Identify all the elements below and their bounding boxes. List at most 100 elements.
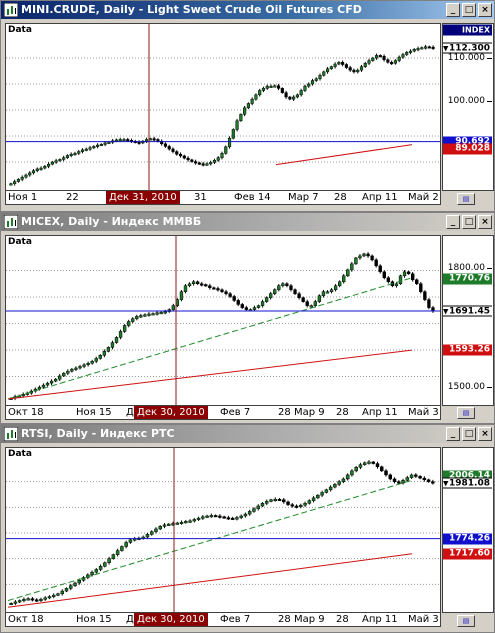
candle-body-68 [285, 283, 289, 286]
maximize-button[interactable]: □ [462, 3, 476, 17]
candle-body-26 [114, 337, 119, 343]
candle-body-38 [171, 523, 175, 526]
candle-body-70 [307, 500, 312, 504]
candle-body-43 [192, 519, 197, 522]
candle-body-28 [122, 325, 127, 332]
candle-body-53 [235, 517, 239, 520]
candle-body-20 [84, 148, 88, 151]
candle-body-58 [227, 137, 232, 148]
candle-body-46 [205, 515, 209, 518]
candle-body-99 [382, 56, 386, 60]
price-axis[interactable]: 1800.00 1500.00 1770.76 1691.45 1593.26 [442, 235, 494, 406]
window-title-bar[interactable]: MINI.CRUDE, Daily - Light Sweet Crude Oi… [1, 1, 494, 19]
close-button[interactable]: × [478, 215, 492, 229]
candle-body-55 [243, 513, 248, 517]
candle-body-36 [162, 524, 167, 527]
candle-body-57 [224, 146, 228, 154]
candle-body-49 [208, 285, 212, 288]
price-tick-label: 1800.00 [447, 262, 493, 273]
candle-body-85 [354, 257, 358, 265]
window-title-bar[interactable]: MICEX, Daily - Индекс ММВБ _ □ × [1, 213, 494, 231]
candle-body-28 [128, 539, 133, 543]
data-label: Data [8, 449, 32, 459]
candle-body-63 [246, 103, 250, 109]
chart-settings-button[interactable]: ▤ [457, 407, 475, 419]
time-tick-label: 31 [194, 192, 207, 203]
candle-body-35 [151, 313, 155, 316]
candle-body-80 [310, 80, 315, 85]
window-title-bar[interactable]: RTSI, Daily - Индекс РТС _ □ × [1, 425, 494, 443]
candle-body-26 [107, 141, 111, 144]
price-marker-cur: 1981.08 [443, 477, 492, 489]
candle-body-26 [120, 546, 124, 551]
candle-body-88 [341, 62, 345, 65]
chart-window-crude[interactable]: MINI.CRUDE, Daily - Light Sweet Crude Oi… [0, 0, 495, 212]
candle-body-90 [348, 67, 352, 71]
candle-body-46 [182, 155, 186, 159]
minimize-button[interactable]: _ [446, 427, 460, 441]
time-tick-label: Ноя 15 [76, 407, 112, 418]
time-tick-label: 22 [66, 192, 79, 203]
candle-body-25 [103, 142, 107, 145]
minimize-button[interactable]: _ [446, 215, 460, 229]
candle-body-7 [35, 168, 39, 171]
maximize-button[interactable]: □ [462, 427, 476, 441]
candle-body-83 [322, 71, 326, 76]
price-axis[interactable]: 2006.141981.08 1774.26 1717.60 [442, 447, 494, 613]
candle-body-56 [220, 153, 224, 158]
price-plot[interactable]: Data [5, 23, 441, 191]
candle-body-16 [69, 153, 73, 156]
candle-body-8 [43, 597, 47, 600]
chart-window-micex[interactable]: MICEX, Daily - Индекс ММВБ _ □ × Data 1800… [0, 212, 495, 424]
close-button[interactable]: × [478, 427, 492, 441]
price-marker-blue: 90.692 [443, 136, 492, 148]
candle-body-54 [228, 293, 232, 297]
candle-body-49 [194, 161, 198, 164]
candle-body-24 [106, 347, 111, 352]
candle-body-86 [358, 255, 362, 259]
candle-body-50 [222, 516, 226, 519]
time-tick-label: Де [126, 407, 140, 418]
candle-body-54 [212, 160, 217, 163]
close-button[interactable]: × [478, 3, 492, 17]
candle-body-9 [47, 596, 52, 599]
crosshair-date-label: Дек 30, 2010 [134, 406, 208, 419]
candle-body-75 [313, 301, 317, 306]
candle-body-74 [324, 489, 329, 493]
moving-average-red [275, 144, 413, 166]
candle-body-52 [220, 289, 224, 292]
price-plot[interactable]: Data [5, 235, 441, 406]
candlestick-chart [6, 448, 440, 612]
candle-body-98 [426, 479, 431, 482]
data-label: Data [8, 25, 32, 35]
candle-body-87 [337, 62, 341, 65]
candle-body-70 [273, 85, 277, 88]
candle-body-81 [354, 467, 358, 472]
window-title: MINI.CRUDE, Daily - Light Sweet Crude Oi… [21, 3, 362, 16]
candle-body-43 [183, 285, 188, 292]
candle-body-69 [303, 503, 307, 506]
candle-body-10 [49, 380, 54, 384]
chart-settings-button[interactable]: ▤ [457, 615, 475, 627]
candle-body-97 [422, 477, 427, 481]
time-tick-label: Май 3 [408, 407, 439, 418]
candle-body-52 [230, 517, 235, 520]
candle-body-13 [64, 588, 69, 592]
chart-window-rtsi[interactable]: RTSI, Daily - Индекс РТС _ □ × Data 2006.1… [0, 424, 495, 633]
maximize-button[interactable]: □ [462, 215, 476, 229]
candle-body-104 [401, 54, 405, 58]
chart-settings-button[interactable]: ▤ [457, 193, 475, 205]
candle-body-86 [333, 63, 337, 67]
candle-body-1 [13, 601, 18, 604]
time-tick-label: Фев 14 [234, 192, 271, 203]
candle-body-30 [122, 139, 126, 142]
minimize-button[interactable]: _ [446, 3, 460, 17]
candle-body-6 [31, 170, 36, 174]
price-plot[interactable]: Data [5, 447, 441, 613]
time-tick-label: Май 3 [408, 614, 439, 625]
candle-body-87 [362, 253, 366, 257]
